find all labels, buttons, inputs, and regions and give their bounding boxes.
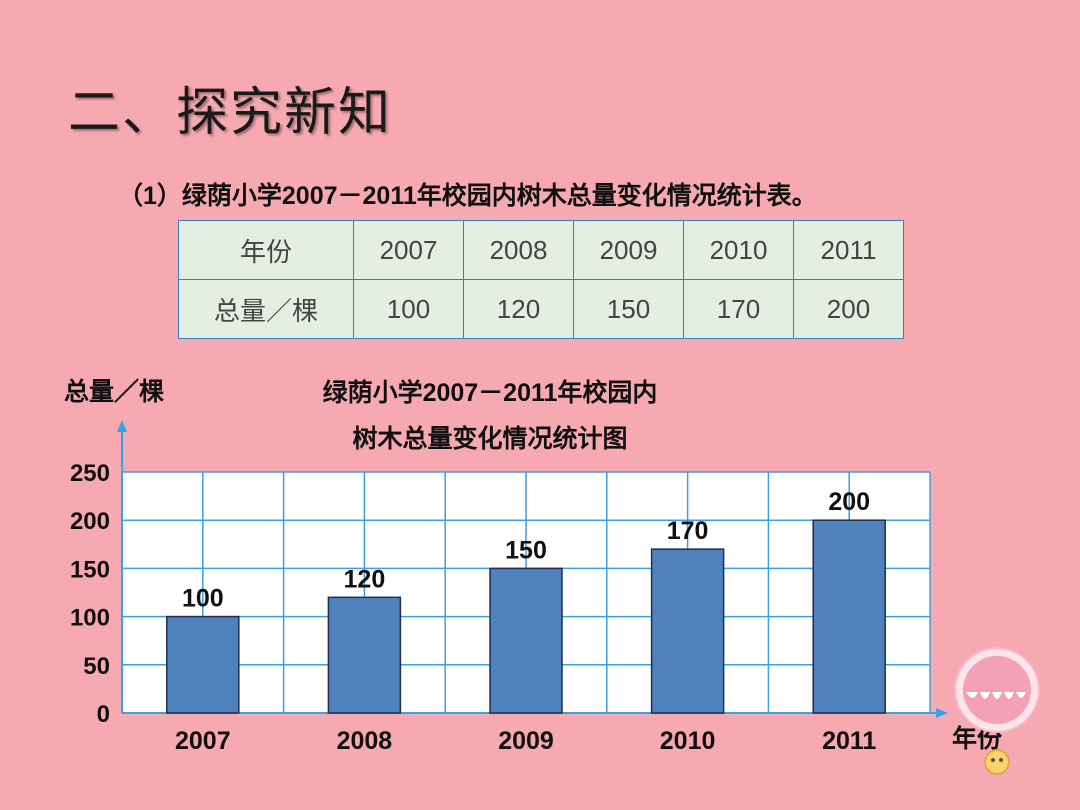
x-tick-label: 2008 [337,727,393,755]
y-tick-label: 50 [83,653,110,680]
year-cell: 2011 [793,220,904,280]
bar [166,615,240,714]
bar-value-label: 200 [828,488,870,516]
chart-title: 绿荫小学2007－2011年校园内 树木总量变化情况统计图 [250,370,730,462]
row-header-year: 年份 [178,220,354,280]
total-cell: 150 [573,279,684,339]
y-tick-label: 100 [70,605,110,632]
x-tick-label: 2009 [498,727,554,755]
x-tick-label: 2011 [822,727,876,755]
bar-value-label: 170 [667,517,709,545]
y-axis-label: 总量／棵 [64,378,165,406]
x-axis-arrow [936,708,948,718]
year-cell: 2009 [573,220,684,280]
bar-value-label: 150 [505,536,547,564]
y-tick-label: 200 [70,508,110,535]
table-row-years: 年份 2007 2008 2009 2010 2011 [178,220,904,280]
total-cell: 170 [683,279,794,339]
row-header-total: 总量／棵 [178,279,354,339]
bar [650,548,725,714]
bar [812,519,886,714]
y-tick-label: 150 [70,556,110,583]
bar [489,567,563,714]
slide-title: 二、探究新知 [68,83,393,143]
year-cell: 2007 [353,220,464,280]
total-cell: 100 [353,279,464,339]
bar [327,596,402,714]
total-cell: 200 [793,279,904,339]
table-caption: （1）绿荫小学2007－2011年校园内树木总量变化情况统计表。 [118,182,817,210]
x-tick-label: 2007 [175,727,231,755]
chart-title-line2: 树木总量变化情况统计图 [352,425,628,453]
ice-cream-decoration-icon [954,647,1040,775]
y-tick-label: 0 [97,701,110,728]
total-cell: 120 [463,279,574,339]
y-tick-label: 250 [70,460,110,487]
chart-title-line1: 绿荫小学2007－2011年校园内 [322,379,658,407]
y-axis-arrow [117,420,127,432]
x-tick-label: 2010 [660,727,716,755]
bar-value-label: 120 [344,565,386,593]
table-row-totals: 总量／棵 100 120 150 170 200 [178,279,904,339]
bar-value-label: 100 [182,585,224,613]
data-table: 年份 2007 2008 2009 2010 2011 总量／棵 100 120… [178,220,904,339]
